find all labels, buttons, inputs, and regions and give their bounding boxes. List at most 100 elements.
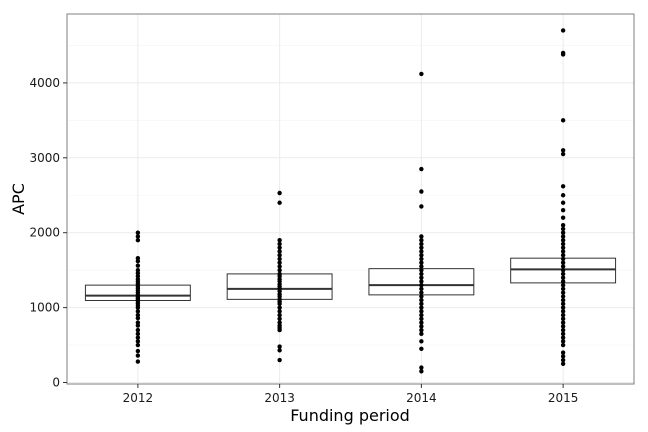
y-tick-label: 1000 [29,301,60,315]
data-point-2014 [419,71,424,77]
data-point-2014 [419,369,424,374]
data-point-2015 [560,226,566,232]
data-point-2015 [560,339,566,344]
data-point-2015 [560,275,566,280]
panel-border [66,13,635,385]
data-point-2012 [135,359,141,364]
data-point-2012 [135,339,141,344]
data-point-2015 [560,361,566,366]
data-point-2015 [560,316,566,322]
data-point-2013 [277,256,282,262]
data-point-2015 [560,256,566,262]
data-point-2014 [419,327,424,333]
x-tick-label: 2013 [264,391,295,405]
x-tick-label: 2015 [548,391,579,405]
data-point-2014 [419,166,424,172]
data-point-2015 [560,208,566,213]
data-point-2014 [419,290,424,295]
x-axis-title: Funding period [290,406,410,425]
data-point-2015 [560,297,566,303]
data-point-2012 [135,331,141,337]
data-point-2014 [419,301,424,307]
data-point-2014 [419,252,424,258]
data-point-2013 [277,320,282,325]
data-point-2014 [419,324,424,329]
data-point-2012 [135,342,141,348]
data-point-2014 [419,275,424,280]
data-point-2013 [277,260,282,265]
data-point-2015 [560,271,566,277]
data-point-2015 [560,118,566,123]
data-point-2012 [135,263,141,268]
data-point-2014 [419,339,424,344]
y-tick-label: 0 [52,376,60,390]
y-axis: 0 1000 2000 3000 4000 [29,76,67,390]
data-point-2014 [419,305,424,310]
data-point-2015 [560,301,566,307]
data-point-2012 [135,353,141,358]
data-point-2014 [419,346,424,351]
data-point-2014 [419,320,424,325]
data-point-2013 [277,312,282,318]
data-point-2013 [277,344,282,349]
data-point-2012 [135,348,141,354]
data-point-2014 [419,271,424,277]
data-point-2015 [560,294,566,299]
data-point-2015 [560,148,566,153]
data-point-2015 [560,279,566,284]
y-axis-title: APC [9,183,28,215]
data-point-2014 [419,264,424,269]
data-point-2013 [277,267,282,273]
data-point-2015 [560,193,566,198]
data-point-2014 [419,282,424,288]
data-point-2015 [560,230,566,235]
data-point-2013 [277,245,282,250]
data-point-2015 [560,342,566,348]
data-point-2013 [277,252,282,258]
data-point-2012 [135,267,141,273]
data-point-2014 [419,297,424,303]
data-point-2014 [419,234,424,239]
data-point-2015 [560,200,566,205]
data-point-2013 [277,305,282,310]
y-tick-label: 4000 [29,76,60,90]
data-point-2015 [560,312,566,318]
data-point-2015 [560,151,566,157]
data-point-2014 [419,267,424,273]
data-point-2014 [419,204,424,209]
data-point-2013 [277,316,282,322]
data-point-2015 [560,28,566,33]
data-point-2013 [277,271,282,277]
data-point-2015 [560,264,566,269]
data-point-2013 [277,264,282,269]
data-point-2015 [560,215,566,220]
data-point-2014 [419,241,424,247]
y-tick-label: 2000 [29,226,60,240]
data-point-2012 [135,312,141,318]
x-tick-label: 2012 [123,391,154,405]
data-point-2013 [277,241,282,247]
data-point-2014 [419,189,424,194]
data-point-2013 [277,348,282,353]
data-point-2013 [277,190,282,196]
data-point-2013 [277,237,282,243]
data-point-2012 [135,237,141,243]
data-point-2015 [560,241,566,247]
data-point-2015 [560,354,566,359]
data-point-2014 [419,365,424,370]
data-point-2014 [419,279,424,284]
data-point-2015 [560,357,566,363]
data-point-2012 [135,327,141,333]
data-point-2014 [419,294,424,299]
data-point-2015 [560,234,566,239]
points-layer [135,28,566,374]
x-axis: 2012 2013 2014 2015 [123,384,579,405]
data-point-2015 [560,267,566,273]
data-point-2014 [419,331,424,337]
y-tick-label: 3000 [29,151,60,165]
data-point-2015 [560,290,566,295]
data-point-2014 [419,312,424,318]
data-point-2015 [560,331,566,337]
data-point-2015 [560,282,566,288]
